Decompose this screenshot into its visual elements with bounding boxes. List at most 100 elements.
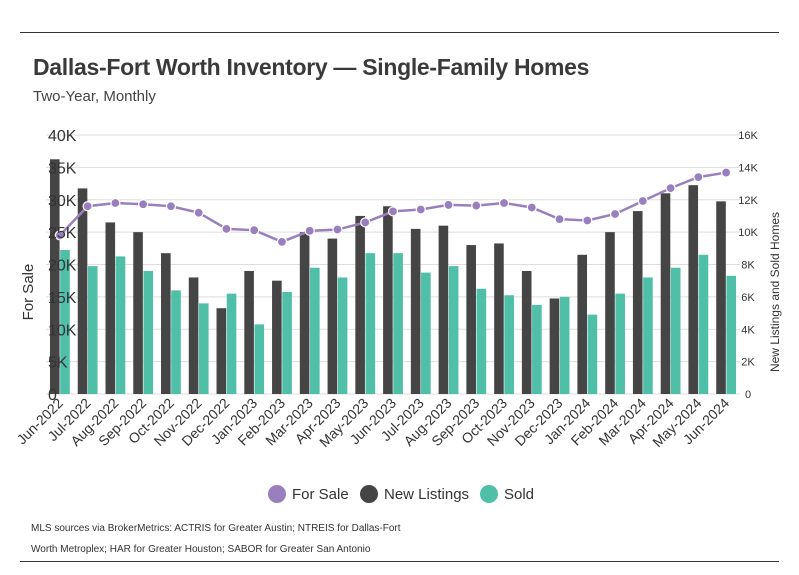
left-tick-label: 40K [48,128,77,145]
sold-bar [254,324,265,394]
right-tick-label: 8K [741,260,755,272]
sold-bar [448,266,459,394]
new-listings-bar [605,232,615,394]
for-sale-point [276,236,288,247]
sold-bar [87,266,98,394]
for-sale-point [721,167,732,178]
sold-bar [615,293,625,394]
new-listings-bar [133,232,143,394]
new-listings-bar [410,228,421,394]
sold-bar [504,295,514,394]
for-sale-point [637,195,648,207]
source-note-line1: MLS sources via BrokerMetrics: ACTRIS fo… [31,523,401,534]
right-tick-label: 2K [741,357,755,369]
sold-bar [310,267,320,394]
sold-bar [559,296,570,394]
chart-canvas: 0 5K 10K 15K 20K 25K 30K 35K 40K 0 2K 4K 6K 8K 10K 12K… [13,128,782,503]
sold-bar [60,249,70,394]
new-listings-bar [716,201,726,394]
right-tick-label: 0 [745,389,751,401]
sold-bar [476,288,487,394]
for-sale-point [304,225,315,236]
right-tick-label: 10K [738,227,758,239]
sold-bar [226,293,237,394]
legend-label: New Listings [384,486,469,503]
for-sale-point [526,202,537,213]
left-tick-label: 25K [48,225,77,242]
left-tick-label: 5K [48,355,68,372]
new-listings-bar [355,215,365,394]
sold-bar [198,303,209,394]
new-listings-bar [188,277,199,394]
for-sale-point [54,230,65,241]
new-listings-bar [494,243,504,394]
for-sale-point [471,200,482,211]
source-note-line2: Worth Metroplex; HAR for Greater Houston… [31,544,371,555]
legend-label: For Sale [292,486,349,503]
bars-layer [49,159,737,394]
for-sale-point [221,223,232,234]
sold-bar [532,304,542,394]
for-sale-point [582,215,593,226]
new-listings-bar [299,232,310,394]
for-sale-point [82,201,93,212]
legend: For Sale New Listings Sold [268,485,534,503]
new-listings-bar [49,159,60,394]
for-sale-point [693,171,704,183]
for-sale-point [249,225,260,236]
for-sale-point [138,199,149,210]
right-tick-label: 12K [738,195,758,207]
legend-swatch [268,485,286,503]
for-sale-line-layer [54,167,732,247]
new-listings-bar [660,193,671,394]
for-sale-point [665,182,676,194]
sold-bar [643,277,653,394]
chart-title: Dallas-Fort Worth Inventory — Single-Fam… [33,54,590,80]
right-tick-label: 14K [738,162,758,174]
left-tick-label: 15K [48,290,77,307]
for-sale-point [387,206,399,217]
left-tick-label: 10K [48,322,77,339]
for-sale-point [193,207,204,218]
sold-bar [421,272,431,394]
sold-bar [393,253,403,394]
bottom-rule [20,561,779,562]
new-listings-bar [105,222,116,394]
sold-bar [698,254,709,394]
sold-bar [365,253,376,394]
legend-swatch [360,485,378,503]
new-listings-bar [216,308,227,394]
right-axis-ticks: 0 2K 4K 6K 8K 10K 12K 14K 16K [738,130,758,401]
right-tick-label: 16K [738,130,758,142]
new-listings-bar [244,270,254,394]
for-sale-point [332,224,343,235]
sold-bar [143,270,154,394]
legend-swatch [480,485,498,503]
right-axis-label: New Listings and Sold Homes [768,212,782,372]
new-listings-bar [549,298,560,394]
sold-bar [282,292,292,394]
new-listings-bar [466,245,476,394]
right-tick-label: 6K [741,292,755,304]
for-sale-point [443,199,454,211]
sold-bar [115,256,126,394]
for-sale-point [165,201,177,212]
sold-bar [337,277,348,394]
new-listings-bar [688,185,699,394]
left-axis-ticks: 0 5K 10K 15K 20K 25K 30K 35K 40K [48,128,77,404]
new-listings-bar [383,206,393,394]
new-listings-bar [521,270,532,394]
new-listings-bar [577,254,588,394]
new-listings-bar [272,280,282,394]
top-rule [20,32,779,33]
chart-subtitle: Two-Year, Monthly [33,88,156,105]
sold-bar [670,267,681,394]
left-tick-label: 35K [48,160,77,177]
left-tick-label: 0 [48,387,57,404]
left-axis-label: For Sale [20,264,37,321]
for-sale-point [110,197,121,209]
for-sale-point [360,217,371,228]
right-tick-label: 4K [741,324,755,336]
for-sale-point [554,214,565,225]
new-listings-bar [632,211,643,394]
